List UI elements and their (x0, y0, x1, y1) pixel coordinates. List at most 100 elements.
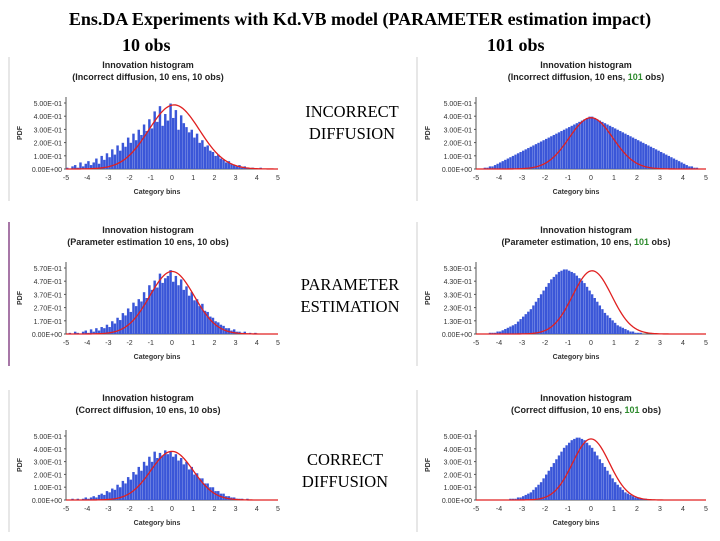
histogram-bar (596, 119, 599, 169)
y-tick-label: 0.00E+00 (442, 167, 472, 174)
histogram-bar (140, 470, 143, 500)
x-tick-label: -1 (565, 340, 571, 347)
histogram-bar (124, 483, 127, 500)
x-tick-label: 3 (658, 340, 662, 347)
histogram-bar (550, 136, 553, 169)
histogram-bar (209, 150, 212, 169)
histogram-bar (211, 151, 215, 169)
x-tick-label: 3 (234, 506, 238, 513)
histogram-bar (84, 330, 87, 334)
row-label-line: INCORRECT (305, 102, 399, 121)
x-tick-label: 3 (234, 175, 238, 182)
histogram-bar (685, 165, 688, 169)
histogram-bar (616, 129, 619, 169)
histogram-bar (97, 163, 101, 169)
histogram-bar (680, 162, 683, 169)
histogram-bar (134, 474, 138, 500)
histogram-bar (537, 298, 540, 334)
histogram-bar (187, 469, 191, 500)
x-tick-label: -4 (84, 175, 90, 182)
x-tick-label: -2 (126, 175, 132, 182)
histogram-bar (81, 331, 85, 334)
histogram-bar (214, 321, 217, 334)
histogram-bar (119, 150, 122, 169)
histogram-bar (583, 440, 586, 500)
x-tick-label: -3 (519, 175, 525, 182)
x-tick-label: 0 (589, 506, 593, 513)
histogram-bar (483, 167, 487, 169)
histogram-bar (619, 487, 622, 500)
histogram-bar (616, 325, 619, 334)
y-tick-label: 5.00E-01 (444, 434, 473, 441)
histogram-bar (539, 482, 543, 500)
histogram-bar (501, 330, 504, 334)
histogram-bar (552, 463, 556, 500)
x-tick-label: -1 (565, 506, 571, 513)
x-tick-label: 5 (704, 340, 708, 347)
histogram-bar (119, 320, 122, 334)
histogram-bar (606, 315, 609, 334)
histogram-bar (583, 283, 586, 334)
y-tick-label: 0.00E+00 (32, 498, 62, 505)
y-axis-label: PDF (17, 457, 24, 472)
histogram-bar (153, 451, 156, 500)
histogram-bar (550, 279, 553, 334)
chart-subtitle: (Parameter estimation 10 ens, 10 obs) (67, 237, 229, 247)
histogram-bar (593, 451, 596, 500)
histogram-bar (578, 121, 581, 169)
histogram-bar (542, 140, 545, 169)
histogram-bar (137, 466, 140, 500)
histogram-bar (639, 332, 642, 334)
histogram-bar (611, 320, 614, 334)
y-tick-label: 1.00E-01 (444, 485, 473, 492)
histogram-bar (240, 167, 244, 169)
y-tick-label: 0.00E+00 (32, 332, 62, 339)
histogram-bar (499, 162, 502, 169)
histogram-bar (177, 460, 180, 500)
y-tick-label: 0.00E+00 (32, 167, 62, 174)
x-tick-label: 5 (276, 506, 280, 513)
histogram-bar (198, 478, 201, 500)
histogram-bar (158, 452, 162, 500)
histogram-bar (560, 270, 563, 334)
x-tick-label: 2 (635, 506, 639, 513)
histogram-bar (161, 282, 164, 334)
histogram-bar (222, 159, 225, 169)
histogram-bar (201, 140, 204, 169)
chart-title: Innovation histogram (540, 225, 632, 235)
histogram-bar (111, 149, 114, 169)
histogram-bar (626, 134, 630, 169)
x-tick-label: 4 (681, 506, 685, 513)
histogram-bar (174, 110, 178, 169)
histogram-bar (129, 142, 133, 169)
histogram-bar (105, 324, 109, 334)
histogram-bar (79, 162, 82, 169)
histogram-bar (206, 311, 209, 334)
histogram-bar (119, 487, 122, 500)
histogram-panel-incorrect-10obs: Innovation histogram (Incorrect diffusion… (8, 55, 288, 205)
subtitle-part: obs) (640, 405, 662, 415)
y-tick-label: 3.30E-01 (444, 292, 473, 299)
histogram-bar (137, 299, 140, 334)
histogram-bar (211, 317, 215, 334)
y-tick-label: 5.00E-01 (34, 101, 63, 108)
y-tick-label: 1.00E-01 (34, 154, 63, 161)
y-tick-label: 3.70E-01 (34, 292, 63, 299)
x-tick-label: 1 (191, 506, 195, 513)
histogram-bar (158, 106, 162, 169)
histogram-bar (217, 322, 220, 334)
histogram-bar (201, 303, 204, 334)
histogram-bar (637, 332, 640, 334)
histogram-bar (683, 163, 686, 169)
histogram-bar (545, 138, 548, 169)
subtitle-part: obs) (643, 72, 665, 82)
y-axis-label: PDF (425, 125, 432, 140)
histogram-bar (555, 274, 558, 334)
histogram-bar (150, 289, 154, 334)
histogram-bar (693, 167, 696, 169)
histogram-bar (557, 455, 561, 500)
histogram-bar (688, 166, 691, 169)
chart-subtitle: (Incorrect diffusion, 10 ens, 101 obs) (508, 72, 665, 82)
x-tick-label: 4 (681, 175, 685, 182)
histogram-bar (580, 120, 584, 169)
